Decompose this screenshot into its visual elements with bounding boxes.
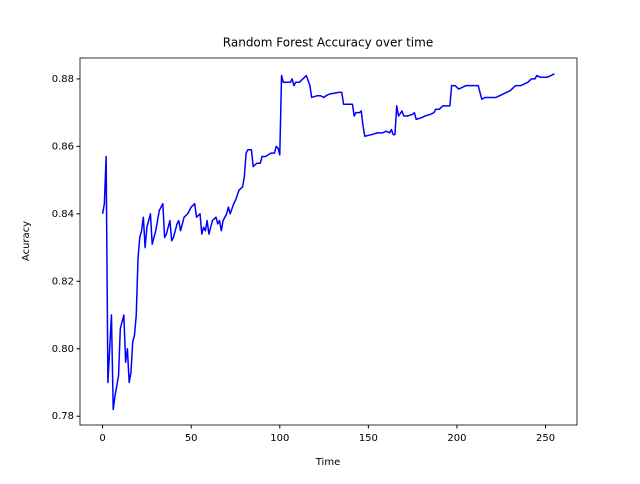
x-axis-label: Time xyxy=(315,457,340,468)
x-tick-label: 200 xyxy=(447,433,466,444)
x-tick-label: 50 xyxy=(185,433,198,444)
y-tick-label: 0.80 xyxy=(52,344,74,355)
y-tick-label: 0.88 xyxy=(52,74,74,85)
x-tick-label: 150 xyxy=(359,433,378,444)
y-tick-label: 0.82 xyxy=(52,276,74,287)
y-tick-label: 0.84 xyxy=(52,209,74,220)
x-tick-label: 0 xyxy=(99,433,105,444)
x-tick-label: 250 xyxy=(536,433,555,444)
y-tick-label: 0.78 xyxy=(52,411,74,422)
y-axis-label: Acuracy xyxy=(21,221,32,261)
x-tick-label: 100 xyxy=(270,433,289,444)
line xyxy=(101,73,555,411)
axes-frame xyxy=(79,57,578,426)
y-tick-label: 0.86 xyxy=(52,141,74,152)
chart-title: Random Forest Accuracy over time xyxy=(223,36,433,50)
